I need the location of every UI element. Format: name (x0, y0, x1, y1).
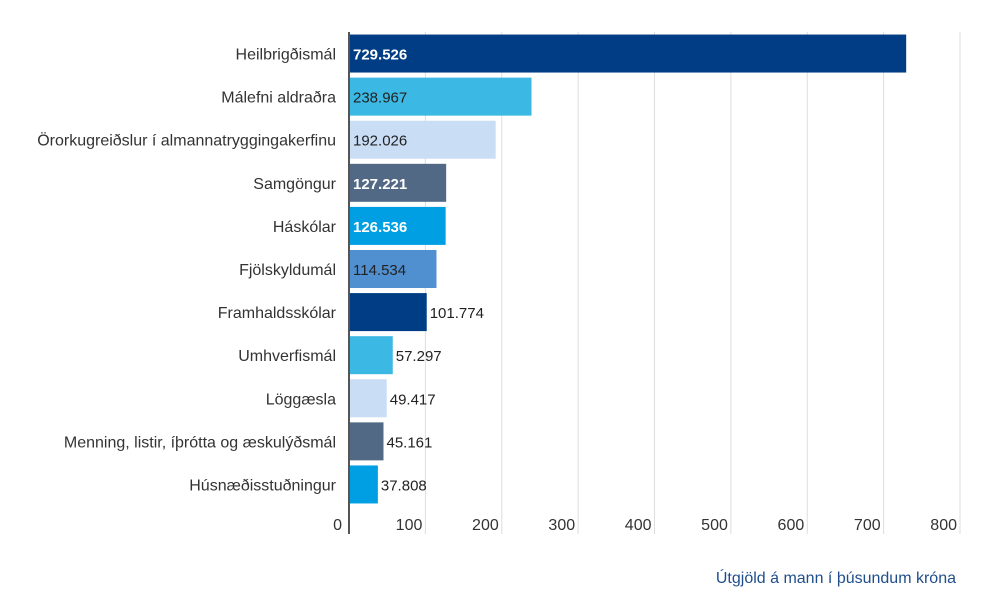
bar (350, 293, 427, 332)
category-label: Heilbrigðismál (236, 47, 336, 64)
category-label: Samgöngur (253, 176, 336, 193)
x-tick-label: 500 (701, 517, 728, 534)
bar (350, 120, 496, 159)
bar (350, 77, 532, 116)
data-label: 114.534 (353, 262, 406, 279)
x-tick-label: 700 (854, 517, 881, 534)
category-label: Menning, listir, íþrótta og æskulýðsmál (64, 434, 336, 451)
bar (350, 163, 447, 202)
category-label: Löggæsla (266, 391, 336, 408)
data-label: 57.297 (396, 348, 442, 365)
bars (350, 34, 907, 504)
category-label: Húsnæðisstuðningur (189, 477, 336, 494)
chart-svg: 0 100 200 300 400 500 600 700 800 Heilbrigðismál 7… (37, 32, 961, 534)
data-label: 192.026 (353, 133, 407, 150)
x-tick-label: 800 (930, 517, 957, 534)
category-label: Málefni aldraðra (221, 90, 336, 107)
x-tick-label: 0 (333, 517, 342, 534)
x-tick-label: 100 (396, 517, 423, 534)
category-label: Umhverfismál (238, 348, 336, 365)
data-label: 49.417 (390, 391, 436, 408)
data-label: 238.967 (353, 90, 407, 107)
x-tick-label: 600 (778, 517, 805, 534)
category-label: Fjölskyldumál (239, 262, 336, 279)
labels: 0 100 200 300 400 500 600 700 800 Heilbrigðismál 7… (37, 47, 957, 534)
category-label: Háskólar (273, 219, 337, 236)
gridlines (424, 32, 961, 534)
data-label: 37.808 (381, 477, 427, 494)
bar (350, 336, 393, 375)
x-tick-label: 300 (548, 517, 575, 534)
bar (350, 422, 384, 461)
data-label: 101.774 (430, 305, 484, 322)
data-label: 126.536 (353, 219, 407, 236)
bar (350, 250, 437, 288)
category-label: Framhaldsskólar (218, 305, 337, 322)
bar (350, 206, 446, 245)
bar (350, 379, 387, 418)
bar (350, 34, 907, 73)
bar (350, 465, 378, 504)
data-label: 45.161 (386, 434, 432, 451)
data-label: 729.526 (353, 47, 407, 64)
x-tick-label: 200 (472, 517, 499, 534)
x-tick-label: 400 (625, 517, 652, 534)
data-label: 127.221 (353, 176, 407, 193)
x-axis-caption: Útgjöld á mann í þúsundum króna (715, 570, 956, 587)
category-label: Örorkugreiðslur í almannatryggingakerfin… (37, 132, 336, 150)
